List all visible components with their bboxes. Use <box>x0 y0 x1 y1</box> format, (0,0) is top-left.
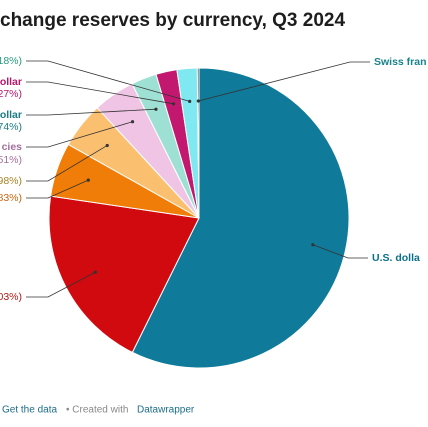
pie-slice <box>196 67 200 219</box>
leader-line <box>26 145 108 182</box>
slice-label: cies <box>2 141 23 153</box>
leader-line <box>26 108 156 116</box>
leader-line <box>26 81 174 105</box>
leader-line <box>26 60 190 102</box>
slice-label: U.S. dolla <box>372 252 420 264</box>
get-data-link[interactable]: Get the data <box>2 405 57 416</box>
leader-dot <box>86 178 90 182</box>
leader-line <box>26 121 133 148</box>
leader-dot <box>93 270 97 274</box>
pie <box>48 67 350 369</box>
slice-label: ollar <box>0 109 22 121</box>
slice-value: 03%) <box>0 291 22 303</box>
slice-value: 18%) <box>0 55 22 67</box>
slice-value: 83%) <box>0 192 22 204</box>
slice-value: 51%) <box>0 154 22 166</box>
leader-line <box>26 179 89 199</box>
leader-line <box>26 271 96 298</box>
leader-dot <box>196 99 200 103</box>
leader-dot <box>188 99 192 103</box>
datawrapper-link[interactable]: Datawrapper <box>137 405 195 416</box>
leader-dot <box>154 107 158 111</box>
leader-line <box>198 61 370 102</box>
chart-title: change reserves by currency, Q3 2024 <box>0 10 345 31</box>
leader-dot <box>171 102 176 106</box>
slice-label: ollar <box>0 76 22 88</box>
slice-label: Swiss fran <box>374 56 427 68</box>
footer-credit: • Created with <box>66 405 128 416</box>
slice-value: 98%) <box>0 175 22 187</box>
leader-line <box>312 244 368 259</box>
leader-dot <box>130 120 135 124</box>
leader-dot <box>105 143 109 148</box>
leader-dot <box>311 243 315 247</box>
slice-value: 27%) <box>0 88 22 100</box>
pie-slice <box>131 67 350 369</box>
slice-value: 74%) <box>0 121 22 133</box>
